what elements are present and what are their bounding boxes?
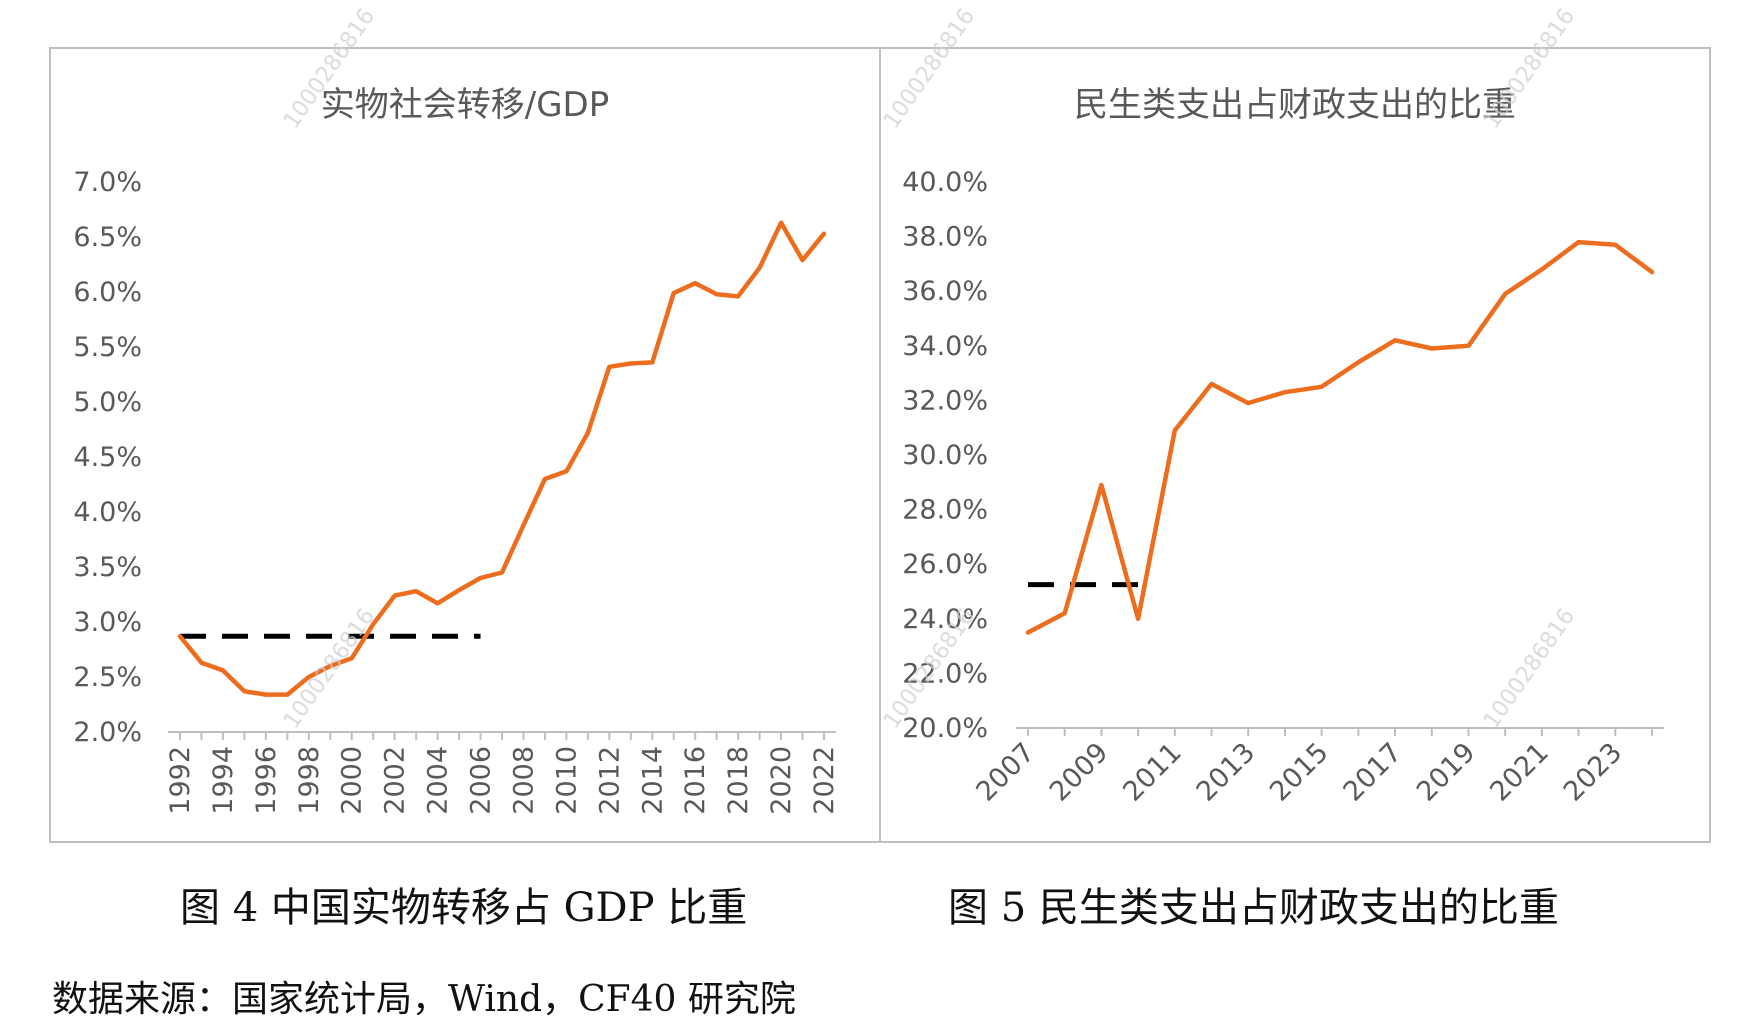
y-tick-label: 36.0% [902,276,988,307]
y-tick-label: 40.0% [902,167,988,198]
y-tick-label: 22.0% [902,658,988,689]
y-tick-label: 2.5% [73,662,142,693]
y-tick-label: 28.0% [902,495,988,526]
x-tick-label: 2014 [637,746,668,815]
x-tick-label: 2016 [680,746,711,815]
x-tick-label: 2010 [551,746,582,815]
figure-4-caption: 图 4 中国实物转移占 GDP 比重 [180,885,748,931]
chart-marks [1025,239,1655,635]
x-tick-label: 2022 [809,746,840,815]
x-tick-label: 2012 [594,746,625,815]
x-tick-label: 2017 [1337,737,1408,808]
x-tick-label: 2000 [337,746,368,815]
chart-title: 民生类支出占财政支出的比重 [1074,85,1516,125]
watermark-text: 1000286816 [879,4,980,133]
y-tick-label: 20.0% [902,713,988,744]
x-tick-label: 2015 [1264,737,1335,808]
chart-frame-left [49,47,881,843]
y-tick-label: 38.0% [902,222,988,253]
watermark-text: 1000286816 [1479,4,1580,133]
series-line [177,220,827,697]
x-tick-label: 2023 [1558,737,1629,808]
y-tick-label: 4.5% [73,442,142,473]
y-tick-label: 26.0% [902,549,988,580]
chart-livelihood-spending: 民生类支出占财政支出的比重 40.0% 38.0% 36.0% 34.0% 32.0% 3… [902,85,1664,808]
y-tick-label: 2.0% [73,717,142,748]
axes [1016,727,1664,736]
y-axis-ticks: 40.0% 38.0% 36.0% 34.0% 32.0% 30.0% 28.0% 26.0%… [902,167,988,744]
watermark-text: 1000286816 [1479,604,1580,733]
x-tick-label: 1996 [251,746,282,815]
data-source-note: 数据来源：国家统计局，Wind，CF40 研究院 [52,979,796,1020]
x-tick-label: 2021 [1484,737,1555,808]
y-tick-label: 5.5% [73,332,142,363]
y-tick-label: 6.0% [73,277,142,308]
x-tick-label: 2009 [1044,737,1115,808]
x-tick-label: 1998 [294,746,325,815]
x-tick-label: 2013 [1191,737,1262,808]
y-tick-label: 24.0% [902,604,988,635]
x-tick-label: 2019 [1411,737,1482,808]
y-tick-label: 3.5% [73,552,142,583]
axes [168,731,836,740]
watermark-text: 1000286816 [279,604,380,733]
x-tick-label: 2020 [766,746,797,815]
y-tick-label: 30.0% [902,440,988,471]
y-axis-ticks: 7.0% 6.5% 6.0% 5.5% 5.0% 4.5% 4.0% 3.5% 3.0% 2.5%… [73,167,142,748]
x-tick-label: 2008 [508,746,539,815]
figure-5-caption: 图 5 民生类支出占财政支出的比重 [948,885,1559,931]
y-tick-label: 6.5% [73,222,142,253]
y-tick-label: 34.0% [902,331,988,362]
chart-real-social-transfer: 实物社会转移/GDP 7.0% 6.5% 6.0% 5.5% 5.0% 4.5% 4.0% 3… [73,85,840,815]
y-tick-label: 32.0% [902,385,988,416]
x-axis-ticks: 1992 1994 1996 1998 2000 2002 2004 2006 2008 2010… [165,746,840,815]
y-tick-label: 5.0% [73,387,142,418]
chart-frame-right [879,47,1711,843]
x-tick-label: 2018 [723,746,754,815]
x-tick-label: 1994 [208,746,239,815]
y-tick-label: 4.0% [73,497,142,528]
x-tick-label: 1992 [165,746,196,815]
chart-title: 实物社会转移/GDP [321,85,610,125]
y-tick-label: 7.0% [73,167,142,198]
y-tick-label: 3.0% [73,607,142,638]
x-tick-label: 2011 [1117,737,1188,808]
x-tick-label: 2004 [423,746,454,815]
x-tick-label: 2007 [970,737,1041,808]
chart-marks [177,220,827,697]
series-line [1025,239,1655,635]
x-tick-label: 2006 [466,746,497,815]
x-tick-label: 2002 [380,746,411,815]
x-axis-ticks: 2007 2009 2011 2013 2015 2017 2019 2021 2023 [970,737,1628,808]
